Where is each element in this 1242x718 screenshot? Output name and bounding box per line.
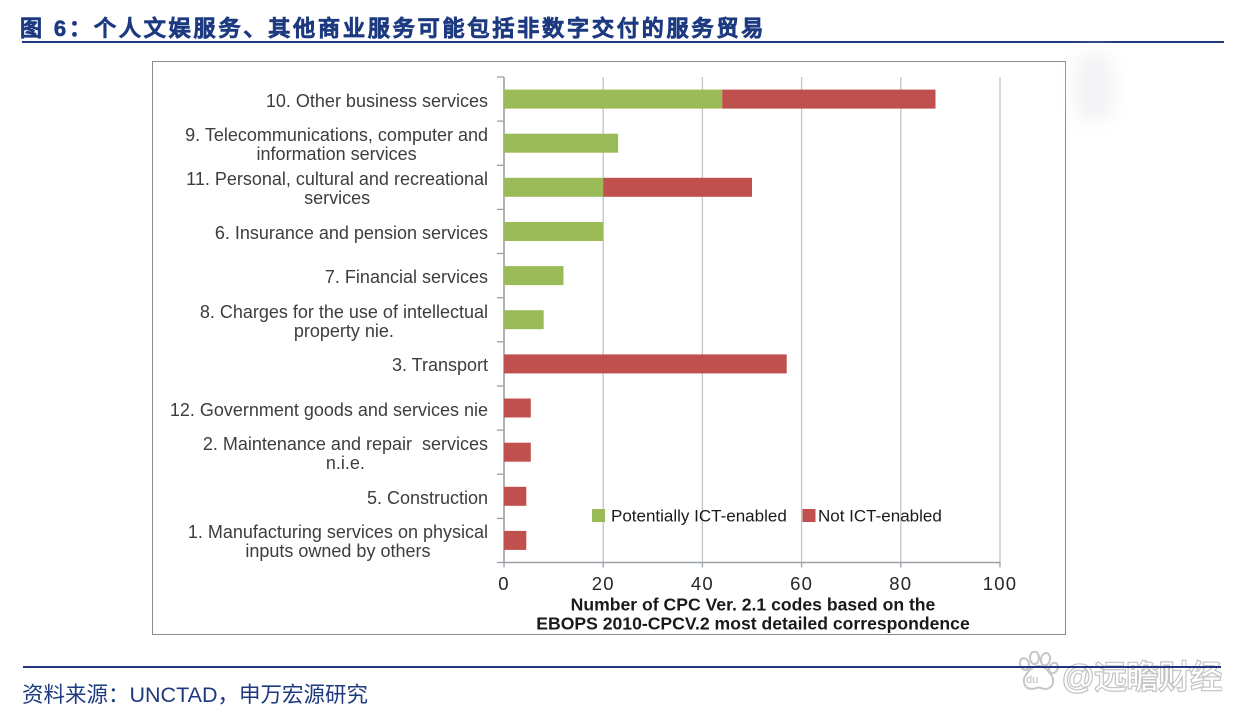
svg-text:du: du (1026, 674, 1038, 686)
svg-text:20: 20 (592, 573, 615, 594)
svg-text:0: 0 (498, 573, 510, 594)
svg-text:Potentially ICT-enabled: Potentially ICT-enabled (611, 507, 787, 526)
svg-text:Number of CPC Ver. 2.1 codes b: Number of CPC Ver. 2.1 codes based on th… (571, 595, 936, 615)
svg-text:60: 60 (790, 573, 813, 594)
svg-text:@远瞻财经: @远瞻财经 (1062, 659, 1222, 695)
svg-text:80: 80 (889, 573, 912, 594)
svg-text:Not ICT-enabled: Not ICT-enabled (818, 507, 942, 526)
svg-text:40: 40 (691, 573, 714, 594)
svg-text:100: 100 (983, 573, 1017, 594)
svg-text:EBOPS 2010-CPCV.2 most detaile: EBOPS 2010-CPCV.2 most detailed correspo… (536, 614, 970, 634)
